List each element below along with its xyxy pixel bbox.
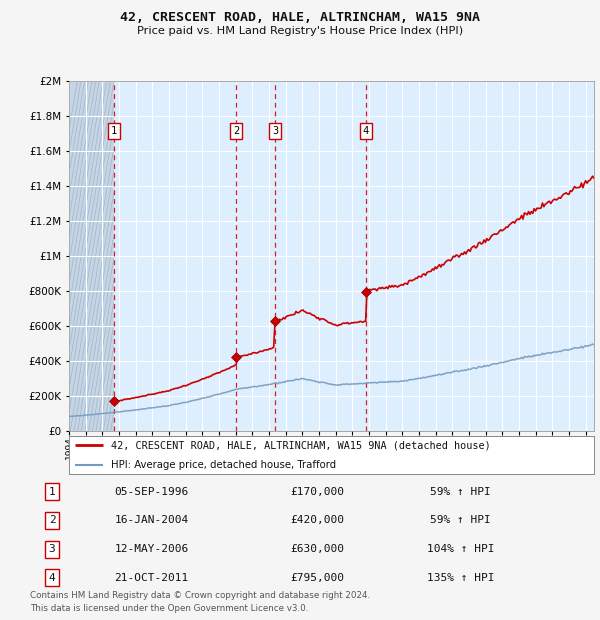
Text: 135% ↑ HPI: 135% ↑ HPI <box>427 573 494 583</box>
Text: 12-MAY-2006: 12-MAY-2006 <box>115 544 188 554</box>
Text: 2: 2 <box>49 515 55 525</box>
Text: £630,000: £630,000 <box>290 544 344 554</box>
Text: Contains HM Land Registry data © Crown copyright and database right 2024.: Contains HM Land Registry data © Crown c… <box>30 591 370 600</box>
Text: £420,000: £420,000 <box>290 515 344 525</box>
Text: 05-SEP-1996: 05-SEP-1996 <box>115 487 188 497</box>
Text: 4: 4 <box>362 126 369 136</box>
Text: 3: 3 <box>272 126 278 136</box>
Text: £170,000: £170,000 <box>290 487 344 497</box>
Text: HPI: Average price, detached house, Trafford: HPI: Average price, detached house, Traf… <box>111 460 336 470</box>
Text: 3: 3 <box>49 544 55 554</box>
Text: 1: 1 <box>110 126 117 136</box>
Text: 4: 4 <box>49 573 55 583</box>
Text: 2: 2 <box>233 126 239 136</box>
Text: 42, CRESCENT ROAD, HALE, ALTRINCHAM, WA15 9NA: 42, CRESCENT ROAD, HALE, ALTRINCHAM, WA1… <box>120 11 480 24</box>
Text: Price paid vs. HM Land Registry's House Price Index (HPI): Price paid vs. HM Land Registry's House … <box>137 26 463 36</box>
Text: 59% ↑ HPI: 59% ↑ HPI <box>430 487 491 497</box>
Text: 21-OCT-2011: 21-OCT-2011 <box>115 573 188 583</box>
Text: 1: 1 <box>49 487 55 497</box>
Text: 59% ↑ HPI: 59% ↑ HPI <box>430 515 491 525</box>
Text: 42, CRESCENT ROAD, HALE, ALTRINCHAM, WA15 9NA (detached house): 42, CRESCENT ROAD, HALE, ALTRINCHAM, WA1… <box>111 440 491 450</box>
Text: £795,000: £795,000 <box>290 573 344 583</box>
Text: 16-JAN-2004: 16-JAN-2004 <box>115 515 188 525</box>
Text: 104% ↑ HPI: 104% ↑ HPI <box>427 544 494 554</box>
Bar <box>69 81 113 431</box>
Text: This data is licensed under the Open Government Licence v3.0.: This data is licensed under the Open Gov… <box>30 603 308 613</box>
